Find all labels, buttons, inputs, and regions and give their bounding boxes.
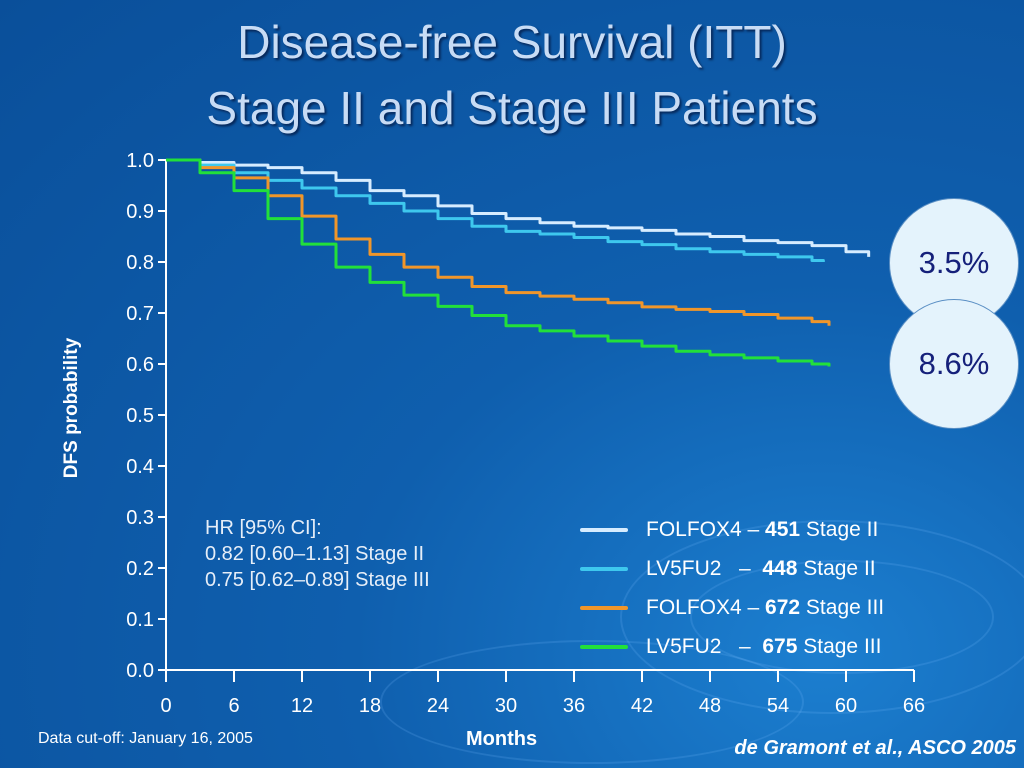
legend-count: 448	[762, 556, 798, 580]
legend-stage: Stage III	[800, 595, 885, 619]
y-tick-label: 0.3	[126, 507, 154, 529]
x-tick-label: 66	[903, 695, 925, 717]
x-tick-label: 48	[699, 695, 721, 717]
legend-swatch	[580, 644, 628, 649]
legend-arm: LV5FU2 –	[646, 634, 763, 658]
legend-swatch	[580, 566, 628, 571]
series-line-451	[166, 158, 871, 257]
legend-item-448: LV5FU2 – 448 Stage II	[580, 549, 884, 588]
legend-label: LV5FU2 – 448 Stage II	[646, 557, 876, 581]
x-tick-label: 0	[160, 695, 171, 717]
legend-item-675: LV5FU2 – 675 Stage III	[580, 627, 884, 666]
citation: de Gramont et al., ASCO 2005	[734, 737, 1016, 759]
x-tick-label: 6	[228, 695, 239, 717]
difference-badge-stage-iii: 8.6%	[889, 299, 1019, 429]
x-tick-label: 18	[359, 695, 381, 717]
series-line-448	[166, 158, 825, 262]
y-tick-label: 0.9	[126, 201, 154, 223]
x-axis-label: Months	[466, 728, 538, 750]
y-tick-label: 0.1	[126, 609, 154, 631]
hr-stage-iii: 0.75 [0.62–0.89] Stage III	[205, 569, 430, 591]
y-tick-label: 0.5	[126, 405, 154, 427]
legend-arm: LV5FU2 –	[646, 556, 763, 580]
legend-count: 675	[762, 634, 798, 658]
legend-stage: Stage II	[797, 556, 876, 580]
legend-swatch	[580, 527, 628, 532]
y-axis-label: DFS probability	[61, 337, 82, 479]
y-tick-label: 0.7	[126, 303, 154, 325]
y-tick-label: 0.6	[126, 354, 154, 376]
x-tick-label: 54	[767, 695, 789, 717]
series-line-672	[166, 158, 831, 326]
legend-count: 451	[765, 517, 801, 541]
hr-header: HR [95% CI]:	[205, 517, 322, 539]
legend-stage: Stage III	[797, 634, 882, 658]
legend-swatch	[580, 605, 628, 610]
y-tick-label: 0.8	[126, 252, 154, 274]
y-tick-label: 0.4	[126, 456, 154, 478]
ripple-decoration	[620, 520, 1024, 714]
slide-title-line2: Stage II and Stage III Patients	[206, 82, 818, 134]
legend-item-672: FOLFOX4 – 672 Stage III	[580, 588, 884, 627]
x-tick-label: 30	[495, 695, 517, 717]
y-tick-label: 0.2	[126, 558, 154, 580]
x-tick-label: 12	[291, 695, 313, 717]
hazard-ratio-box: HR [95% CI]: 0.82 [0.60–1.13] Stage II 0…	[205, 515, 430, 593]
x-tick-label: 42	[631, 695, 653, 717]
x-tick-label: 24	[427, 695, 449, 717]
slide-title-line1: Disease-free Survival (ITT)	[237, 16, 787, 68]
legend-stage: Stage II	[800, 517, 879, 541]
legend-label: LV5FU2 – 675 Stage III	[646, 635, 881, 659]
legend-label: FOLFOX4 – 451 Stage II	[646, 518, 878, 542]
legend-label: FOLFOX4 – 672 Stage III	[646, 596, 884, 620]
legend-count: 672	[765, 595, 801, 619]
chart-legend: FOLFOX4 – 451 Stage II LV5FU2 – 448 Stage…	[580, 510, 884, 666]
ripple-decoration	[380, 640, 804, 764]
y-tick-label: 0.0	[126, 660, 154, 682]
hr-stage-ii: 0.82 [0.60–1.13] Stage II	[205, 543, 425, 565]
series-line-675	[166, 158, 831, 367]
legend-item-451: FOLFOX4 – 451 Stage II	[580, 510, 884, 549]
x-tick-label: 60	[835, 695, 857, 717]
legend-arm: FOLFOX4 –	[646, 517, 766, 541]
legend-arm: FOLFOX4 –	[646, 595, 766, 619]
data-cutoff-note: Data cut-off: January 16, 2005	[38, 730, 253, 747]
y-tick-label: 1.0	[126, 150, 154, 172]
x-tick-label: 36	[563, 695, 585, 717]
